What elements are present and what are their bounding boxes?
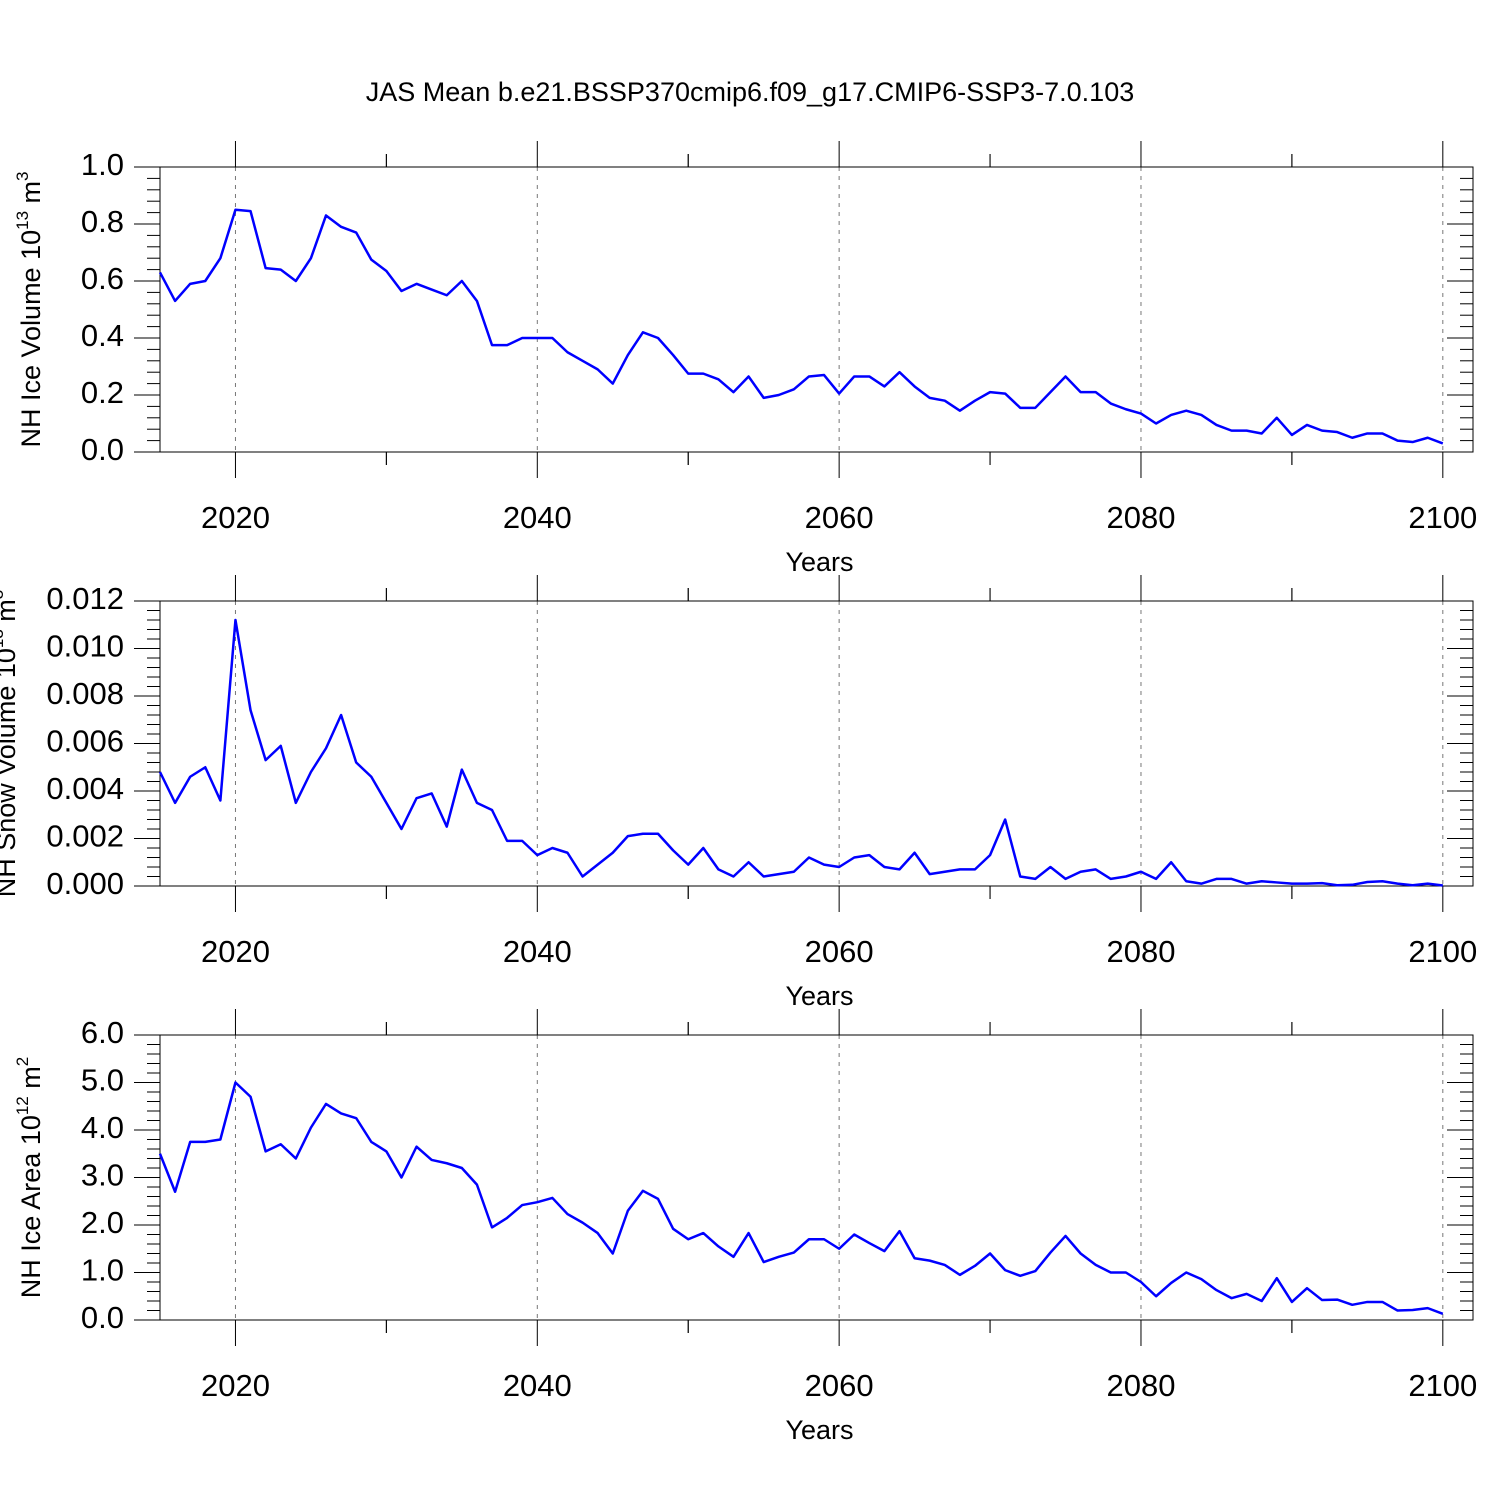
y-tick-label: 0.002 <box>46 819 124 854</box>
x-tick-label: 2060 <box>805 500 874 535</box>
y-axis-label: NH Ice Volume 1013 m3 <box>13 172 46 448</box>
y-tick-label: 0.012 <box>46 581 124 616</box>
plot-frame <box>159 1034 1474 1321</box>
y-tick-label: 0.4 <box>81 318 124 353</box>
y-tick-label: 3.0 <box>81 1158 124 1193</box>
x-tick-label: 2100 <box>1408 500 1477 535</box>
y-tick-label: 0.2 <box>81 375 124 410</box>
y-axis-label-superscript: 12 <box>13 1096 32 1115</box>
x-tick-label: 2100 <box>1408 1368 1477 1403</box>
y-tick-label: 0.006 <box>46 724 124 759</box>
y-axis-label-part: NH Ice Volume 10 <box>16 230 46 448</box>
y-tick-label: 0.010 <box>46 629 124 664</box>
y-tick-label: 1.0 <box>81 1253 124 1288</box>
x-tick-label: 2040 <box>503 934 572 969</box>
panel: 2020 2040 2060 2080 2100 0.0 1.0 2.0 3.0 4.0 5.0 6.… <box>13 1009 1477 1445</box>
panel: 2020 2040 2060 2080 2100 0.000 0.002 0.004 0.006… <box>0 575 1477 1011</box>
x-tick-label: 2020 <box>201 934 270 969</box>
plot-frame <box>159 600 1474 887</box>
data-line <box>158 1081 1444 1315</box>
x-tick-label: 2040 <box>503 500 572 535</box>
x-tick-label: 2080 <box>1106 500 1175 535</box>
y-tick-label: 0.008 <box>46 676 124 711</box>
y-tick-label: 2.0 <box>81 1205 124 1240</box>
y-axis-label-part: m <box>16 1066 46 1096</box>
panel: 2020 2040 2060 2080 2100 0.0 0.2 0.4 0.6 0.8 1.0 Ye… <box>13 141 1477 577</box>
x-tick-label: 2080 <box>1106 1368 1175 1403</box>
y-axis-label-superscript: 3 <box>0 590 7 599</box>
y-axis-label-superscript: 13 <box>0 629 7 648</box>
x-axis-label: Years <box>785 547 853 577</box>
x-tick-label: 2080 <box>1106 934 1175 969</box>
x-tick-label: 2020 <box>201 1368 270 1403</box>
x-tick-label: 2020 <box>201 500 270 535</box>
y-tick-label: 6.0 <box>81 1015 124 1050</box>
y-tick-label: 5.0 <box>81 1063 124 1098</box>
y-tick-label: 1.0 <box>81 147 124 182</box>
y-axis-label: NH Snow Volume 1013 m3 <box>0 590 21 898</box>
y-tick-label: 0.6 <box>81 261 124 296</box>
y-axis-label-superscript: 2 <box>13 1057 32 1066</box>
y-axis-label-part: m <box>16 181 46 211</box>
y-tick-label: 0.8 <box>81 204 124 239</box>
y-axis-label-part: m <box>0 599 21 629</box>
x-axis-label: Years <box>785 1415 853 1445</box>
data-line <box>158 618 1443 887</box>
y-axis-label-superscript: 13 <box>13 211 32 230</box>
y-axis-label-part: NH Ice Area 10 <box>16 1115 46 1298</box>
data-line <box>158 208 1444 445</box>
y-axis-label: NH Ice Area 1012 m2 <box>13 1057 46 1298</box>
y-tick-label: 0.004 <box>46 771 124 806</box>
x-axis-label: Years <box>785 981 853 1011</box>
plot-frame <box>159 166 1474 453</box>
y-axis-label-part: NH Snow Volume 10 <box>0 648 21 897</box>
x-tick-label: 2100 <box>1408 934 1477 969</box>
y-tick-label: 0.000 <box>46 866 124 901</box>
y-axis-label-superscript: 3 <box>13 172 32 181</box>
x-tick-label: 2060 <box>805 934 874 969</box>
y-tick-label: 4.0 <box>81 1110 124 1145</box>
chart-title: JAS Mean b.e21.BSSP370cmip6.f09_g17.CMIP… <box>366 77 1134 107</box>
y-tick-label: 0.0 <box>81 1300 124 1335</box>
y-tick-label: 0.0 <box>81 432 124 467</box>
x-tick-label: 2040 <box>503 1368 572 1403</box>
x-tick-label: 2060 <box>805 1368 874 1403</box>
